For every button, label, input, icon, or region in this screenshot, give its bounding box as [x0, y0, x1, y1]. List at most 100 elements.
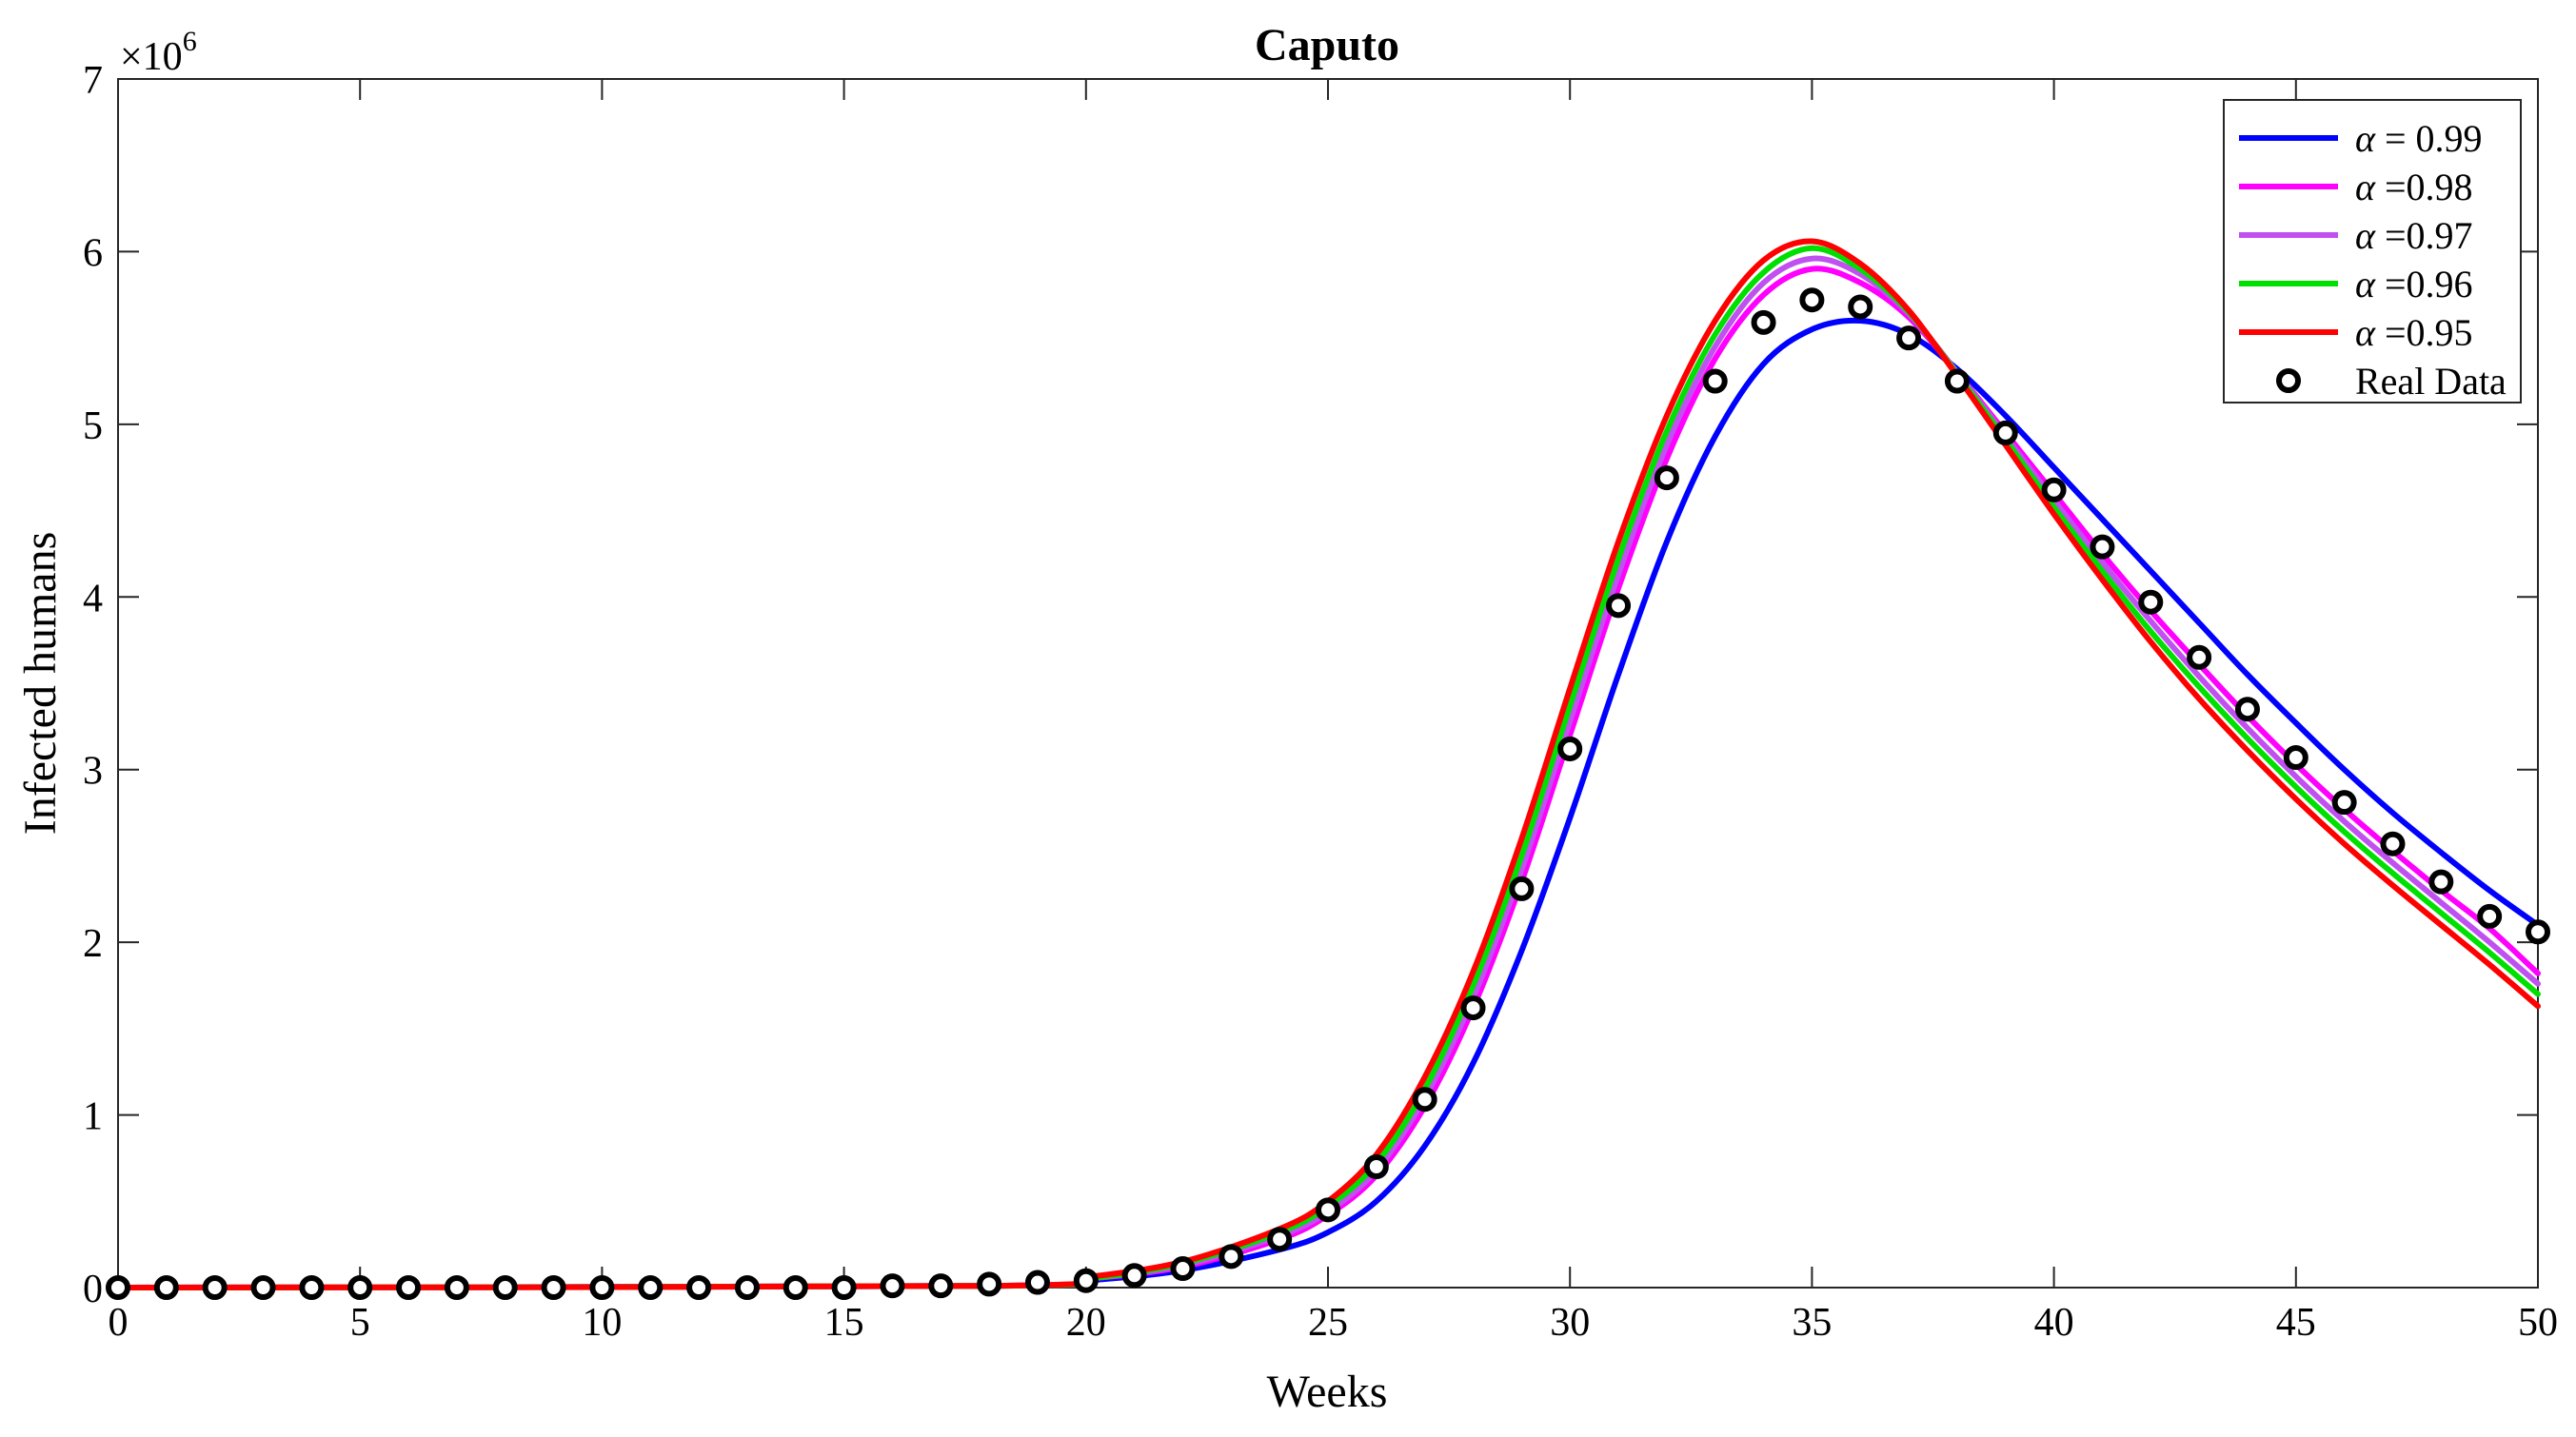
real-data-point [1073, 1268, 1099, 1293]
real-data-point [977, 1271, 1002, 1297]
y-tick-label: 7 [83, 59, 103, 103]
real-data-point [1460, 995, 1486, 1021]
real-data-point [2331, 790, 2357, 816]
x-tick-label: 25 [1308, 1301, 1348, 1345]
y-tick-label: 2 [83, 922, 103, 966]
x-tick-label: 5 [350, 1301, 370, 1345]
real-data-point [2283, 745, 2308, 771]
real-data-point [1121, 1263, 1147, 1289]
legend-value: =0.97 [2375, 214, 2473, 257]
x-tick-label: 0 [109, 1301, 129, 1345]
legend-value: =0.95 [2375, 311, 2473, 354]
real-data-point [1316, 1197, 1340, 1223]
real-data-point [2380, 831, 2406, 856]
real-data-point [2041, 477, 2067, 502]
y-axis-exponent-label: ×106 [120, 26, 197, 79]
real-data-point [299, 1275, 325, 1300]
real-data-markers [106, 287, 2550, 1300]
x-tick-label: 50 [2518, 1301, 2558, 1345]
real-data-point [1509, 876, 1535, 901]
legend-value: =0.96 [2375, 263, 2473, 305]
legend-marker [2276, 368, 2301, 393]
real-data-point [589, 1275, 615, 1300]
legend: α = 0.99α =0.98α =0.97α =0.96α =0.95Real… [2223, 99, 2522, 404]
real-data-point [1170, 1256, 1196, 1282]
legend-value: =0.98 [2375, 166, 2473, 208]
real-data-point [1363, 1154, 1389, 1179]
legend-label: Real Data [2355, 360, 2507, 403]
legend-value: Real Data [2355, 360, 2507, 403]
real-data-point [153, 1275, 179, 1300]
x-tick-label: 10 [582, 1301, 622, 1345]
series-line-0 [115, 317, 2541, 1290]
real-data-point [2187, 644, 2212, 670]
y-axis-title: Infected humans [15, 532, 66, 836]
y-tick-label: 1 [83, 1095, 103, 1139]
real-data-point [2526, 919, 2550, 945]
y-tick-label: 4 [83, 577, 103, 620]
real-data-point [1267, 1227, 1293, 1252]
legend-label: α =0.96 [2355, 263, 2473, 305]
real-data-point [734, 1275, 760, 1300]
real-data-point [1557, 736, 1583, 761]
legend-alpha-symbol: α [2355, 311, 2376, 354]
real-data-point [1412, 1087, 1437, 1112]
real-data-point [1702, 368, 1728, 394]
real-data-point [2090, 534, 2115, 560]
real-data-point [1896, 325, 1922, 351]
x-tick-label: 30 [1550, 1301, 1590, 1345]
legend-alpha-symbol: α [2355, 117, 2376, 160]
y-axis-ticks: 0 1 2 3 4 5 6 7 [83, 59, 2538, 1311]
real-data-point [347, 1275, 373, 1300]
legend-label: α =0.98 [2355, 166, 2473, 208]
x-tick-label: 35 [1792, 1301, 1832, 1345]
real-data-point [1992, 420, 2018, 445]
real-data-point [831, 1275, 857, 1300]
real-data-point [1799, 287, 1825, 313]
real-data-point [1024, 1270, 1050, 1295]
real-data-point [106, 1275, 130, 1300]
real-data-point [638, 1275, 664, 1300]
real-data-point [1654, 465, 1679, 491]
y-tick-label: 3 [83, 750, 103, 794]
real-data-point [250, 1275, 276, 1300]
real-data-point [2234, 697, 2260, 722]
real-data-point [541, 1275, 566, 1300]
real-data-point [444, 1275, 469, 1300]
legend-label: α =0.97 [2355, 214, 2473, 257]
legend-alpha-symbol: α [2355, 214, 2376, 257]
real-data-point [880, 1273, 905, 1299]
legend-alpha-symbol: α [2355, 166, 2376, 208]
real-data-point [1751, 309, 1776, 335]
x-tick-label: 15 [824, 1301, 864, 1345]
legend-value: = 0.99 [2375, 117, 2483, 160]
y-tick-label: 6 [83, 231, 103, 275]
y-tick-label: 0 [83, 1268, 103, 1311]
x-tick-label: 20 [1066, 1301, 1106, 1345]
x-axis-ticks: 0 5 10 15 20 25 30 35 40 45 50 [109, 79, 2558, 1345]
real-data-point [492, 1275, 518, 1300]
real-data-point [686, 1275, 712, 1300]
legend-entries: α = 0.99α =0.98α =0.97α =0.96α =0.95Real… [2239, 117, 2507, 403]
real-data-point [2477, 903, 2503, 929]
real-data-point [2428, 869, 2454, 895]
real-data-point [396, 1275, 422, 1300]
real-data-point [1606, 593, 1632, 619]
x-axis-title: Weeks [1267, 1367, 1388, 1417]
real-data-point [1848, 294, 1873, 320]
y-tick-label: 5 [83, 404, 103, 448]
x-tick-label: 45 [2276, 1301, 2316, 1345]
real-data-point [783, 1275, 808, 1300]
legend-alpha-symbol: α [2355, 263, 2376, 305]
chart-title: Caputo [1255, 20, 1399, 70]
legend-label: α = 0.99 [2355, 117, 2483, 160]
legend-label: α =0.95 [2355, 311, 2473, 354]
x-tick-label: 40 [2034, 1301, 2074, 1345]
legend-box [2223, 99, 2522, 404]
real-data-point [202, 1275, 228, 1300]
real-data-point [2138, 589, 2164, 615]
real-data-point [1219, 1244, 1244, 1270]
